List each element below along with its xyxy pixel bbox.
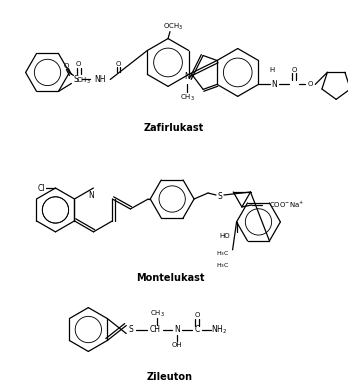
- Text: NH: NH: [95, 75, 106, 84]
- Text: Cl: Cl: [38, 183, 45, 192]
- Text: OCH$_3$: OCH$_3$: [163, 22, 183, 32]
- Text: O: O: [116, 61, 121, 66]
- Text: C: C: [194, 325, 200, 334]
- Text: S: S: [217, 192, 222, 201]
- Text: N: N: [174, 325, 180, 334]
- Text: H: H: [270, 67, 275, 74]
- Text: NH$_2$: NH$_2$: [211, 323, 227, 336]
- Text: Zileuton: Zileuton: [147, 372, 193, 382]
- Text: CH$_3$: CH$_3$: [76, 75, 91, 86]
- Text: O: O: [307, 81, 313, 88]
- Text: OH: OH: [172, 343, 183, 348]
- Text: CH: CH: [150, 325, 161, 334]
- Text: N: N: [272, 80, 277, 89]
- Text: CH$_3$: CH$_3$: [180, 93, 195, 104]
- Text: Montelukast: Montelukast: [136, 273, 204, 283]
- Text: S: S: [74, 75, 79, 84]
- Text: O: O: [64, 63, 69, 68]
- Text: H$_3$C: H$_3$C: [216, 249, 229, 258]
- Text: N: N: [184, 72, 190, 81]
- Text: COO$^{-}$Na$^{+}$: COO$^{-}$Na$^{+}$: [269, 200, 304, 210]
- Text: O: O: [76, 61, 81, 66]
- Text: O: O: [194, 312, 200, 317]
- Text: CH$_3$: CH$_3$: [150, 308, 165, 319]
- Text: O: O: [292, 67, 297, 74]
- Text: Zafirlukast: Zafirlukast: [144, 123, 204, 133]
- Text: N: N: [89, 192, 94, 201]
- Text: H$_3$C: H$_3$C: [216, 261, 229, 270]
- Text: S: S: [129, 325, 134, 334]
- Text: HO: HO: [219, 233, 230, 239]
